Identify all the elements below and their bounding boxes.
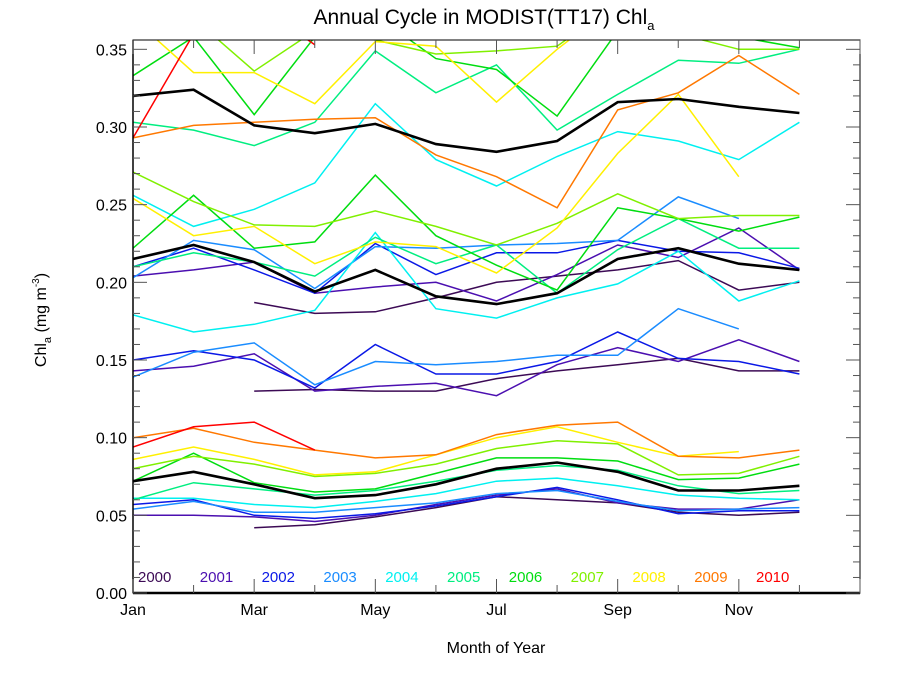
series-line-2009-high	[133, 54, 800, 209]
y-axis-label-close: )	[33, 273, 50, 278]
y-axis-label-sup: -3	[31, 278, 42, 287]
y-axis-label-sub: a	[42, 336, 54, 343]
series-line-2004-low	[133, 477, 800, 509]
series-line-2006-high	[133, 40, 800, 118]
series-line-2005-low	[133, 464, 800, 501]
series-line-2007-low	[133, 440, 800, 478]
legend-item-2000: 2000	[138, 569, 171, 586]
series-line-2003-high	[133, 196, 740, 290]
series-line-2000-low	[254, 495, 800, 529]
series-line-2009-low	[133, 421, 800, 459]
x-tick-label: Mar	[240, 602, 268, 619]
series-line-2002-mid	[133, 331, 800, 389]
series-line-mean-mid	[133, 243, 800, 306]
y-tick-label: 0.10	[96, 431, 127, 448]
series-line-2007-high	[133, 171, 800, 246]
series-line-2001-low	[133, 488, 800, 523]
legend-item-2010: 2010	[756, 569, 789, 586]
legend-item-2003: 2003	[323, 569, 356, 586]
x-tick-label: Jul	[486, 602, 506, 619]
y-tick-label: 0.35	[96, 42, 127, 59]
y-tick-label: 0.00	[96, 586, 127, 603]
series-line-2003-mid	[133, 307, 740, 386]
series-line-2001-mid	[133, 339, 800, 397]
series-line-2000-mid	[254, 357, 800, 392]
series-group	[133, 40, 800, 529]
series-line-2010-high	[133, 40, 316, 139]
series-line-mean-high	[133, 88, 800, 154]
x-axis-label: Month of Year	[447, 640, 546, 657]
y-tick-label: 0.15	[96, 353, 127, 370]
legend-item-2002: 2002	[262, 569, 295, 586]
y-axis-label: Chla (mg m-3)	[31, 273, 54, 367]
y-tick-label: 0.30	[96, 120, 127, 137]
legend-item-2006: 2006	[509, 569, 542, 586]
series-line-2002-low	[133, 486, 800, 520]
y-axis-label-main: Chl	[33, 343, 50, 367]
series-line-2006-mid	[133, 174, 800, 292]
y-tick-label: 0.20	[96, 275, 127, 292]
chart-title-subscript: a	[647, 18, 655, 33]
legend-item-2004: 2004	[385, 569, 418, 586]
chart-title: Annual Cycle in MODIST(TT17) Chla	[314, 6, 656, 33]
series-line-2002-high	[133, 239, 800, 295]
series-line-2008-mid	[133, 93, 740, 274]
series-line-2003-low	[133, 489, 800, 513]
x-tick-label: Nov	[725, 602, 753, 619]
x-tick-label: Jan	[120, 602, 146, 619]
x-tick-label: May	[360, 602, 390, 619]
x-tick-label: Sep	[603, 602, 632, 619]
y-axis-label-units: (mg m	[33, 287, 50, 337]
legend: 2000 2001 2002 2003 2004 2005 2006 2007 2008 2009…	[138, 569, 789, 586]
series-line-2001-high	[133, 227, 800, 302]
legend-item-2001: 2001	[200, 569, 233, 586]
axes: 0.00 0.05 0.10 0.15 0.20 0.25 0.30 0.35 Jan Mar Ma…	[96, 39, 861, 619]
legend-item-2008: 2008	[632, 569, 665, 586]
series-line-2006-low	[133, 452, 800, 493]
series-line-mean-low	[133, 461, 800, 500]
y-tick-label: 0.05	[96, 508, 127, 525]
series-line-2005-high	[133, 48, 800, 147]
legend-item-2009: 2009	[694, 569, 727, 586]
y-tick-label: 0.25	[96, 198, 127, 215]
series-line-2004-mid	[133, 231, 800, 333]
legend-item-2007: 2007	[571, 569, 604, 586]
chart-title-main: Annual Cycle in MODIST(TT17) Chl	[314, 6, 648, 29]
series-line-2004-high	[133, 102, 800, 228]
legend-item-2005: 2005	[447, 569, 480, 586]
series-line-2010-low	[133, 421, 316, 451]
